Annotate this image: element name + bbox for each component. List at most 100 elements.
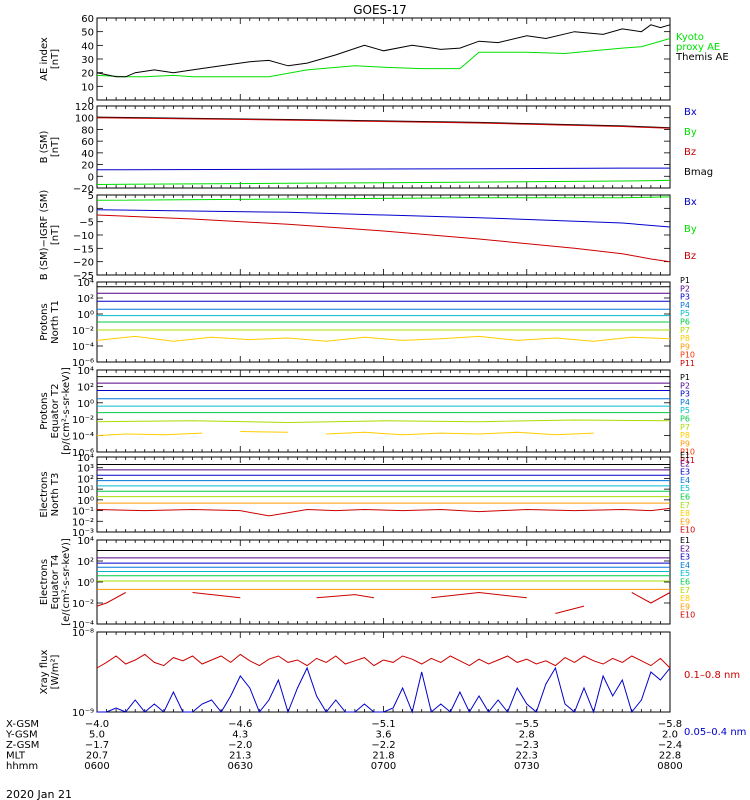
elec_north-legend-e2: E2 bbox=[680, 459, 690, 468]
elec_equator-series-e9e bbox=[555, 605, 585, 614]
prot_north-ytick-label: 10⁴ bbox=[77, 278, 94, 289]
elec_equator-legend-e9: E9 bbox=[680, 602, 690, 611]
elec_equator-legend-e5: E5 bbox=[680, 569, 690, 578]
prot_equator-ylabel: Protons bbox=[39, 392, 50, 429]
elec_equator-ylabel: Electrons bbox=[39, 559, 50, 605]
xray-ylabel: [W/m²] bbox=[50, 654, 61, 689]
x-tick-value: 4.3 bbox=[232, 730, 248, 741]
prot_north-legend-p9: P9 bbox=[680, 342, 690, 351]
bsm-series-bz bbox=[96, 117, 671, 129]
bigrf-ylabel: B (SM)−IGRF (SM) bbox=[39, 190, 50, 281]
bsm-legend-bmag: Bmag bbox=[684, 167, 713, 178]
x-tick-value: −2.3 bbox=[515, 740, 539, 751]
plot-title: GOES-17 bbox=[353, 3, 407, 17]
bsm-series-by bbox=[96, 179, 671, 185]
x-tick-value: 2.0 bbox=[662, 730, 678, 741]
prot_equator-ytick-label: 10⁻² bbox=[72, 415, 94, 426]
bigrf-ytick-label: −5 bbox=[79, 218, 94, 229]
x-tick-value: −2.4 bbox=[658, 740, 682, 751]
xray-legend-0-05-0-4-nm: 0.05–0.4 nm bbox=[684, 727, 746, 738]
x-tick-value: 0800 bbox=[657, 761, 682, 772]
elec_north-legend-e7: E7 bbox=[680, 501, 690, 510]
elec_north-ylabel: Electrons bbox=[39, 471, 50, 517]
prot_north-legend-p5: P5 bbox=[680, 309, 690, 318]
bigrf-legend-bz: Bz bbox=[684, 251, 696, 262]
elec_equator-ytick-label: 10⁻² bbox=[72, 599, 94, 610]
ae-ytick-label: 50 bbox=[81, 28, 94, 39]
elec_equator-legend-e2: E2 bbox=[680, 544, 690, 553]
elec_north-ytick-label: 10⁰ bbox=[77, 496, 94, 507]
x-row-label-mlt: MLT bbox=[6, 751, 26, 762]
x-tick-value: −5.1 bbox=[371, 719, 395, 730]
prot_north-legend-p10: P10 bbox=[680, 351, 695, 360]
prot_equator-ytick-label: 10² bbox=[77, 382, 94, 393]
bsm-legend-bx: Bx bbox=[684, 107, 697, 118]
ae-ylabel: [nT] bbox=[50, 49, 61, 69]
xray-ytick-label: 10⁻⁸ bbox=[72, 628, 94, 639]
x-tick-value: −5.8 bbox=[658, 719, 682, 730]
elec_north-ytick-label: 10⁴ bbox=[77, 453, 94, 464]
prot_equator-ylabel: [p/(cm²-s-sr-keV)] bbox=[61, 367, 72, 455]
prot_north-legend-p3: P3 bbox=[680, 293, 690, 302]
elec_north-ytick-label: 10¹ bbox=[77, 485, 94, 496]
bigrf-legend-bx: Bx bbox=[684, 197, 697, 208]
prot_north-legend-p2: P2 bbox=[680, 284, 690, 293]
bigrf-ytick-label: 0 bbox=[88, 204, 94, 215]
elec_equator-legend-e1: E1 bbox=[680, 536, 690, 545]
prot_north-ylabel: Protons bbox=[39, 303, 50, 340]
elec_north-legend-e8: E8 bbox=[680, 509, 690, 518]
x-tick-value: 0730 bbox=[514, 761, 539, 772]
ae-legend-proxy-ae: proxy AE bbox=[676, 42, 720, 53]
panel-elec_equator: 10⁴ 10² 10⁰ 10⁻² 10⁻⁴ Electrons Equator T4 [e/(… bbox=[39, 536, 695, 631]
prot_north-legend-p4: P4 bbox=[680, 301, 690, 310]
bigrf-series-bx bbox=[96, 209, 671, 228]
panel-xray: 10⁻⁸ 10⁻⁹ Xray flux [W/m²] 0.1–0.8 nm 0.05–0.… bbox=[39, 628, 746, 738]
elec_north-series-e9 bbox=[96, 507, 671, 517]
elec_equator-series-e9b bbox=[192, 592, 241, 599]
x-tick-value: 21.3 bbox=[229, 751, 251, 762]
elec_north-legend-e4: E4 bbox=[680, 476, 690, 485]
prot_equator-legend-p4: P4 bbox=[680, 398, 690, 407]
x-tick-value: −5.5 bbox=[515, 719, 539, 730]
elec_equator-ytick-label: 10⁻⁴ bbox=[72, 620, 94, 631]
panel-prot_north: 10⁴ 10² 10⁰ 10⁻² 10⁻⁴ 10⁻⁶ Protons North T1 P1P2… bbox=[39, 276, 695, 369]
prot_equator-legend-p9: P9 bbox=[680, 439, 690, 448]
bsm-ytick-label: −20 bbox=[73, 184, 94, 195]
bsm-series-bmag bbox=[96, 116, 671, 129]
elec_north-legend-e5: E5 bbox=[680, 484, 690, 493]
prot_equator-legend-p10: P10 bbox=[680, 448, 695, 457]
prot_north-legend-p7: P7 bbox=[680, 326, 690, 335]
elec_equator-series-e9f bbox=[631, 592, 671, 604]
prot_equator-legend-p6: P6 bbox=[680, 415, 690, 424]
bsm-series-bx bbox=[96, 167, 670, 171]
xray-ylabel: Xray flux bbox=[39, 650, 50, 695]
bsm-ytick-label: 0 bbox=[88, 172, 94, 183]
x-row-label-y-gsm: Y-GSM bbox=[5, 730, 38, 741]
elec_north-ytick-label: 10³ bbox=[77, 464, 94, 475]
ae-series-themis-ae bbox=[96, 24, 671, 78]
xray-series-0-05-0-4-nm bbox=[97, 666, 671, 714]
x-row-label-hhmm: hhmm bbox=[6, 761, 38, 772]
elec_equator-legend-e8: E8 bbox=[680, 594, 690, 603]
prot_north-legend-p11: P11 bbox=[680, 359, 695, 368]
bsm-legend-by: By bbox=[684, 127, 697, 138]
x-tick-value: 0630 bbox=[228, 761, 253, 772]
elec_equator-ylabel: [e/(cm²-s-sr-keV)] bbox=[61, 538, 72, 626]
prot_equator-ytick-label: 10⁻⁶ bbox=[72, 448, 94, 459]
xray-series-0-1-0-8-nm bbox=[96, 653, 671, 669]
prot_north-ytick-label: 10⁰ bbox=[77, 310, 94, 321]
panel-prot_equator: 10⁴ 10² 10⁰ 10⁻² 10⁻⁴ 10⁻⁶ Protons Equator T2 [p… bbox=[39, 366, 695, 465]
elec_equator-ylabel: Equator T4 bbox=[50, 555, 61, 610]
ae-ytick-label: 30 bbox=[81, 55, 94, 66]
elec_equator-series-e9d bbox=[431, 591, 527, 599]
x-tick-value: −2.0 bbox=[228, 740, 252, 751]
ae-legend-kyoto: Kyoto bbox=[676, 32, 704, 43]
ae-ytick-label: 40 bbox=[81, 41, 94, 52]
x-tick-value: 0700 bbox=[371, 761, 396, 772]
prot_north-series-p8 bbox=[96, 335, 671, 342]
ae-series-kyoto-proxy-ae bbox=[96, 38, 671, 78]
